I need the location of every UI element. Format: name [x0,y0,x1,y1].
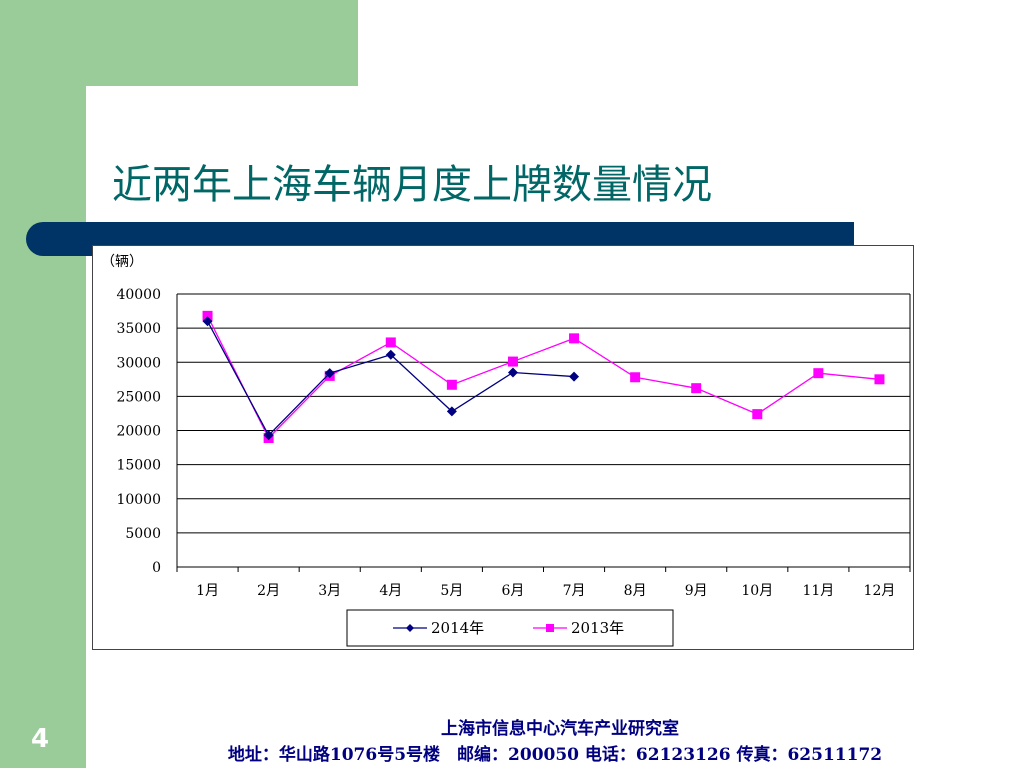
y-unit-label: （辆） [101,254,143,270]
y-tick-label: 15000 [116,458,161,474]
y-tick-label: 40000 [116,287,161,303]
y-tick-label: 5000 [125,526,161,542]
y-tick-label: 35000 [116,321,161,337]
data-point-2014年 [569,371,580,382]
x-tick-label: 2月 [257,583,280,599]
x-tick-label: 10月 [741,583,773,599]
data-point-2013年 [874,374,885,385]
data-point-2013年 [385,337,396,348]
x-tick-label: 11月 [802,583,834,599]
data-point-2014年 [263,430,274,441]
top-accent-band [0,0,358,86]
data-point-2014年 [202,316,213,327]
footer-organization: 上海市信息中心汽车产业研究室 [441,719,679,739]
y-tick-label: 0 [152,560,161,576]
data-point-2013年 [630,372,641,383]
legend-label: 2014年 [431,619,484,637]
data-point-2013年 [691,383,702,394]
data-point-2013年 [813,368,824,379]
x-tick-label: 12月 [864,583,896,599]
x-tick-label: 4月 [379,583,402,599]
page-number: 4 [31,724,50,754]
y-tick-label: 25000 [116,389,161,405]
line-chart: （辆） 0 5000 10000 15000 20000 25000 30000 35000 40… [101,254,911,647]
legend-marker-2013年 [546,624,554,632]
data-point-2014年 [507,367,518,378]
x-tick-label: 5月 [440,583,463,599]
data-point-2014年 [324,368,335,379]
data-point-2013年 [507,356,518,367]
x-tick-label: 6月 [501,583,524,599]
data-point-2014年 [385,349,396,360]
x-tick-label: 1月 [196,583,219,599]
x-tick-label: 9月 [685,583,708,599]
x-tick-label: 7月 [563,583,586,599]
y-tick-label: 30000 [116,355,161,371]
chart-frame: （辆） 0 5000 10000 15000 20000 25000 30000 35000 40… [92,245,914,650]
x-tick-label: 8月 [624,583,647,599]
x-tick-label: 3月 [318,583,341,599]
data-point-2014年 [446,406,457,417]
data-point-2013年 [752,409,763,420]
slide-title: 近两年上海车辆月度上牌数量情况 [112,162,712,208]
footer-contact: 地址：华山路1076号5号楼 邮编：200050 电话：62123126 传真：… [227,745,883,765]
series-line-2013年 [206,315,880,440]
left-accent-band [0,0,86,768]
data-point-2013年 [202,310,213,321]
y-tick-label: 10000 [116,492,161,508]
legend-marker-2014年 [406,624,414,632]
legend-label: 2013年 [571,619,624,637]
data-point-2013年 [446,379,457,390]
data-point-2013年 [569,333,580,344]
y-tick-label: 20000 [116,424,161,440]
